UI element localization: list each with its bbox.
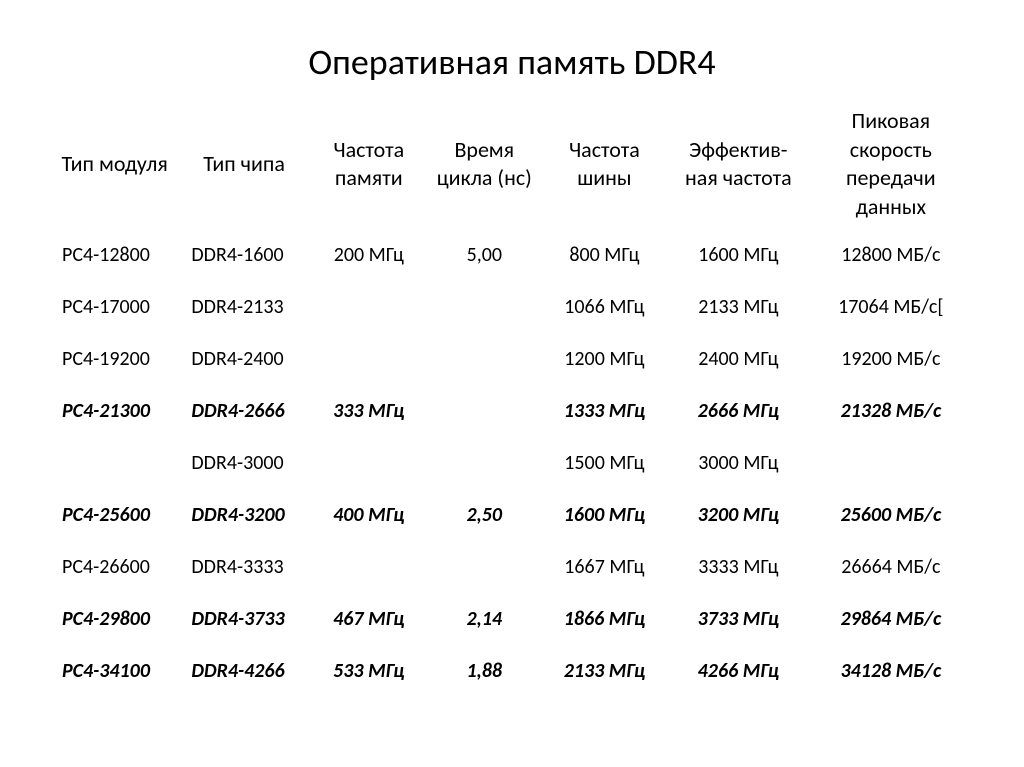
table-cell: 3000 МГц xyxy=(669,437,808,489)
col-header-module-type: Тип модуля xyxy=(50,99,179,229)
table-cell: PC4-25600 xyxy=(50,489,179,541)
table-cell: PC4-26600 xyxy=(50,541,179,593)
table-cell: 5,00 xyxy=(429,229,540,281)
table-cell: 1866 МГц xyxy=(540,593,669,645)
table-cell xyxy=(50,437,179,489)
table-cell: PC4-12800 xyxy=(50,229,179,281)
table-cell: 1600 МГц xyxy=(540,489,669,541)
table-cell: PC4-29800 xyxy=(50,593,179,645)
table-cell: DDR4-4266 xyxy=(179,645,308,697)
table-row: PC4-19200DDR4-2400 1200 МГц2400 МГц19200 … xyxy=(50,333,974,385)
table-row: PC4-21300DDR4-2666333 МГц 1333 МГц2666 МГ… xyxy=(50,385,974,437)
table-cell: DDR4-3200 xyxy=(179,489,308,541)
table-cell: 3733 МГц xyxy=(669,593,808,645)
table-cell: 1333 МГц xyxy=(540,385,669,437)
table-cell: DDR4-2666 xyxy=(179,385,308,437)
table-cell: 200 МГц xyxy=(309,229,429,281)
table-cell: 2,50 xyxy=(429,489,540,541)
table-cell: DDR4-3000 xyxy=(179,437,308,489)
table-cell: 17064 МБ/с[ xyxy=(808,281,974,333)
col-header-chip-type: Тип чипа xyxy=(179,99,308,229)
table-cell: PC4-21300 xyxy=(50,385,179,437)
table-row: PC4-29800DDR4-3733467 МГц2,141866 МГц373… xyxy=(50,593,974,645)
table-cell: DDR4-2400 xyxy=(179,333,308,385)
table-cell xyxy=(429,437,540,489)
table-cell: 400 МГц xyxy=(309,489,429,541)
table-cell xyxy=(309,333,429,385)
table-cell: 19200 МБ/с xyxy=(808,333,974,385)
table-cell: 2666 МГц xyxy=(669,385,808,437)
table-row: PC4-25600DDR4-3200400 МГц2,501600 МГц320… xyxy=(50,489,974,541)
col-header-bus-freq: Частота шины xyxy=(540,99,669,229)
table-cell xyxy=(429,541,540,593)
table-cell: 21328 МБ/с xyxy=(808,385,974,437)
table-cell: 1,88 xyxy=(429,645,540,697)
table-cell: 25600 МБ/с xyxy=(808,489,974,541)
table-cell: PC4-34100 xyxy=(50,645,179,697)
table-row: DDR4-3000 1500 МГц3000 МГц xyxy=(50,437,974,489)
table-cell: 2133 МГц xyxy=(669,281,808,333)
table-cell: 3200 МГц xyxy=(669,489,808,541)
table-cell: 533 МГц xyxy=(309,645,429,697)
table-cell xyxy=(309,281,429,333)
table-cell: 333 МГц xyxy=(309,385,429,437)
table-cell: PC4-19200 xyxy=(50,333,179,385)
table-cell: 2,14 xyxy=(429,593,540,645)
table-cell xyxy=(429,281,540,333)
ddr4-specs-table: Тип модуля Тип чипа Частота памяти Время… xyxy=(50,99,974,697)
col-header-cycle-time: Время цикла (нс) xyxy=(429,99,540,229)
table-cell: 1600 МГц xyxy=(669,229,808,281)
table-body: PC4-12800DDR4-1600200 МГц5,00800 МГц1600… xyxy=(50,229,974,697)
table-cell: 12800 МБ/с xyxy=(808,229,974,281)
table-cell xyxy=(309,437,429,489)
page-title: Оперативная память DDR4 xyxy=(50,40,974,84)
col-header-effective-freq: Эффектив-ная частота xyxy=(669,99,808,229)
table-cell xyxy=(429,333,540,385)
table-row: PC4-12800DDR4-1600200 МГц5,00800 МГц1600… xyxy=(50,229,974,281)
table-cell xyxy=(808,437,974,489)
table-cell: PC4-17000 xyxy=(50,281,179,333)
col-header-peak-speed: Пиковая скорость передачи данных xyxy=(808,99,974,229)
table-cell: 2400 МГц xyxy=(669,333,808,385)
table-cell: 2133 МГц xyxy=(540,645,669,697)
table-cell: 1200 МГц xyxy=(540,333,669,385)
table-cell: DDR4-2133 xyxy=(179,281,308,333)
table-cell: 1066 МГц xyxy=(540,281,669,333)
table-cell xyxy=(429,385,540,437)
table-row: PC4-17000DDR4-2133 1066 МГц2133 МГц17064 … xyxy=(50,281,974,333)
table-cell: 1667 МГц xyxy=(540,541,669,593)
table-cell: 800 МГц xyxy=(540,229,669,281)
table-cell: DDR4-1600 xyxy=(179,229,308,281)
table-cell xyxy=(309,541,429,593)
table-cell: 26664 МБ/с xyxy=(808,541,974,593)
table-cell: 34128 МБ/с xyxy=(808,645,974,697)
table-row: PC4-34100DDR4-4266533 МГц1,882133 МГц426… xyxy=(50,645,974,697)
table-row: PC4-26600DDR4-3333 1667 МГц3333 МГц26664 … xyxy=(50,541,974,593)
table-cell: 467 МГц xyxy=(309,593,429,645)
table-cell: 1500 МГц xyxy=(540,437,669,489)
table-cell: 4266 МГц xyxy=(669,645,808,697)
table-cell: 29864 МБ/с xyxy=(808,593,974,645)
table-cell: DDR4-3333 xyxy=(179,541,308,593)
table-header-row: Тип модуля Тип чипа Частота памяти Время… xyxy=(50,99,974,229)
col-header-memory-freq: Частота памяти xyxy=(309,99,429,229)
table-cell: 3333 МГц xyxy=(669,541,808,593)
table-cell: DDR4-3733 xyxy=(179,593,308,645)
